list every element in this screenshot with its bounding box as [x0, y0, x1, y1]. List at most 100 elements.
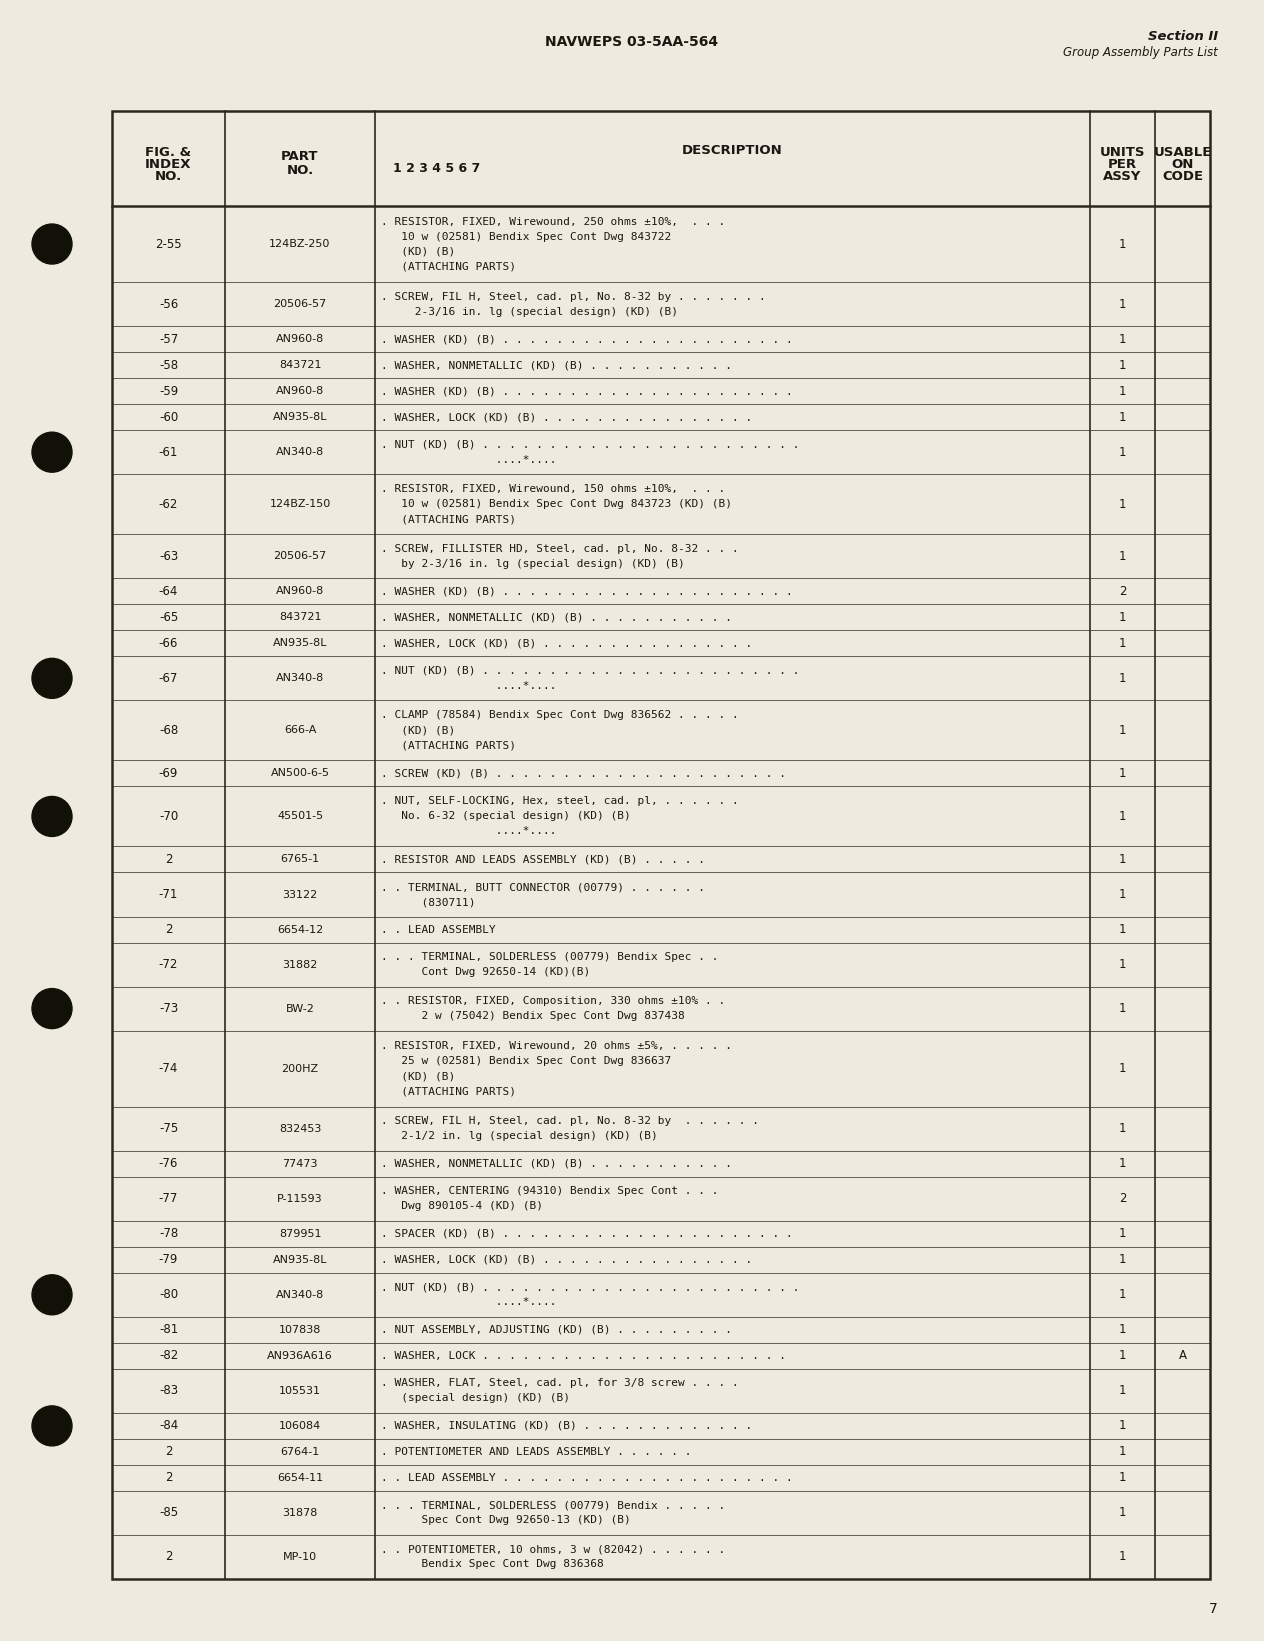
Text: -83: -83 — [159, 1385, 178, 1398]
Text: . NUT (KD) (B) . . . . . . . . . . . . . . . . . . . . . . . .: . NUT (KD) (B) . . . . . . . . . . . . .… — [380, 440, 800, 450]
Text: . . LEAD ASSEMBLY: . . LEAD ASSEMBLY — [380, 924, 495, 934]
Text: . WASHER, LOCK (KD) (B) . . . . . . . . . . . . . . . .: . WASHER, LOCK (KD) (B) . . . . . . . . … — [380, 412, 752, 422]
Text: 31882: 31882 — [282, 960, 317, 970]
Bar — [112, 112, 1210, 1579]
Text: -71: -71 — [159, 888, 178, 901]
Text: 20506-57: 20506-57 — [273, 551, 326, 561]
Text: -75: -75 — [159, 1122, 178, 1136]
Text: AN935-8L: AN935-8L — [273, 1255, 327, 1265]
Text: Bendix Spec Cont Dwg 836368: Bendix Spec Cont Dwg 836368 — [380, 1559, 604, 1569]
Text: 1: 1 — [1119, 1472, 1126, 1485]
Text: AN340-8: AN340-8 — [276, 673, 324, 683]
Text: -67: -67 — [159, 671, 178, 684]
Text: 6654-12: 6654-12 — [277, 924, 324, 934]
Text: 1: 1 — [1119, 1446, 1126, 1459]
Text: 107838: 107838 — [279, 1324, 321, 1334]
Text: . WASHER, LOCK . . . . . . . . . . . . . . . . . . . . . . .: . WASHER, LOCK . . . . . . . . . . . . .… — [380, 1351, 786, 1360]
Text: -56: -56 — [159, 297, 178, 310]
Text: . . POTENTIOMETER, 10 ohms, 3 w (82042) . . . . . .: . . POTENTIOMETER, 10 ohms, 3 w (82042) … — [380, 1544, 726, 1554]
Text: . RESISTOR, FIXED, Wirewound, 250 ohms ±10%,  . . .: . RESISTOR, FIXED, Wirewound, 250 ohms ±… — [380, 217, 726, 226]
Text: -70: -70 — [159, 811, 178, 822]
Text: 1: 1 — [1119, 238, 1126, 251]
Text: 1: 1 — [1119, 922, 1126, 935]
Text: PER: PER — [1109, 158, 1138, 171]
Text: 1: 1 — [1119, 1551, 1126, 1564]
Text: 832453: 832453 — [279, 1124, 321, 1134]
Text: A: A — [1178, 1349, 1187, 1362]
Text: -85: -85 — [159, 1506, 178, 1520]
Text: -79: -79 — [159, 1254, 178, 1267]
Text: . NUT (KD) (B) . . . . . . . . . . . . . . . . . . . . . . . .: . NUT (KD) (B) . . . . . . . . . . . . .… — [380, 1282, 800, 1293]
Text: Group Assembly Parts List: Group Assembly Parts List — [1063, 46, 1218, 59]
Text: 10 w (02581) Bendix Spec Cont Dwg 843722: 10 w (02581) Bendix Spec Cont Dwg 843722 — [380, 231, 671, 241]
Text: (KD) (B): (KD) (B) — [380, 725, 455, 735]
Text: 106084: 106084 — [279, 1421, 321, 1431]
Text: 1: 1 — [1119, 958, 1126, 971]
Text: -68: -68 — [159, 724, 178, 737]
Text: 1: 1 — [1119, 1227, 1126, 1241]
Text: 7: 7 — [1210, 1602, 1218, 1616]
Text: . RESISTOR, FIXED, Wirewound, 20 ohms ±5%, . . . . .: . RESISTOR, FIXED, Wirewound, 20 ohms ±5… — [380, 1040, 732, 1052]
Text: 843721: 843721 — [279, 359, 321, 371]
Text: . RESISTOR, FIXED, Wirewound, 150 ohms ±10%,  . . .: . RESISTOR, FIXED, Wirewound, 150 ohms ±… — [380, 484, 726, 494]
Text: 2-1/2 in. lg (special design) (KD) (B): 2-1/2 in. lg (special design) (KD) (B) — [380, 1131, 657, 1140]
Text: 105531: 105531 — [279, 1387, 321, 1396]
Text: -61: -61 — [159, 446, 178, 459]
Text: -78: -78 — [159, 1227, 178, 1241]
Text: -73: -73 — [159, 1003, 178, 1016]
Text: 1: 1 — [1119, 1385, 1126, 1398]
Text: 1: 1 — [1119, 1349, 1126, 1362]
Text: 20506-57: 20506-57 — [273, 299, 326, 309]
Text: MP-10: MP-10 — [283, 1552, 317, 1562]
Text: . . TERMINAL, BUTT CONNECTOR (00779) . . . . . .: . . TERMINAL, BUTT CONNECTOR (00779) . .… — [380, 881, 705, 893]
Text: . WASHER, LOCK (KD) (B) . . . . . . . . . . . . . . . .: . WASHER, LOCK (KD) (B) . . . . . . . . … — [380, 638, 752, 648]
Text: 2: 2 — [164, 922, 172, 935]
Text: 1: 1 — [1119, 1288, 1126, 1301]
Text: 1: 1 — [1119, 1323, 1126, 1336]
Text: AN960-8: AN960-8 — [276, 335, 324, 345]
Text: . SCREW, FILLISTER HD, Steel, cad. pl, No. 8-32 . . .: . SCREW, FILLISTER HD, Steel, cad. pl, N… — [380, 543, 738, 553]
Text: NO.: NO. — [155, 171, 182, 184]
Text: 124BZ-250: 124BZ-250 — [269, 240, 331, 249]
Text: 1: 1 — [1119, 359, 1126, 371]
Text: 1: 1 — [1119, 853, 1126, 866]
Text: 6765-1: 6765-1 — [281, 855, 320, 865]
Text: -82: -82 — [159, 1349, 178, 1362]
Text: . CLAMP (78584) Bendix Spec Cont Dwg 836562 . . . . .: . CLAMP (78584) Bendix Spec Cont Dwg 836… — [380, 711, 738, 720]
Text: 77473: 77473 — [282, 1159, 317, 1168]
Text: Cont Dwg 92650-14 (KD)(B): Cont Dwg 92650-14 (KD)(B) — [380, 967, 590, 976]
Text: 6654-11: 6654-11 — [277, 1474, 324, 1483]
Text: 2: 2 — [1119, 1193, 1126, 1204]
Text: UNITS: UNITS — [1100, 146, 1145, 159]
Circle shape — [32, 658, 72, 699]
Text: AN935-8L: AN935-8L — [273, 412, 327, 422]
Text: Dwg 890105-4 (KD) (B): Dwg 890105-4 (KD) (B) — [380, 1201, 544, 1211]
Text: 1: 1 — [1119, 1254, 1126, 1267]
Text: AN936A616: AN936A616 — [267, 1351, 332, 1360]
Text: (ATTACHING PARTS): (ATTACHING PARTS) — [380, 261, 516, 271]
Text: 1: 1 — [1119, 610, 1126, 624]
Text: 124BZ-150: 124BZ-150 — [269, 499, 331, 509]
Text: ....*....: ....*.... — [380, 1298, 556, 1308]
Text: (ATTACHING PARTS): (ATTACHING PARTS) — [380, 740, 516, 750]
Text: 666-A: 666-A — [284, 725, 316, 735]
Text: . SCREW, FIL H, Steel, cad. pl, No. 8-32 by  . . . . . .: . SCREW, FIL H, Steel, cad. pl, No. 8-32… — [380, 1116, 758, 1126]
Text: AN500-6-5: AN500-6-5 — [270, 768, 330, 778]
Text: (830711): (830711) — [380, 898, 475, 907]
Text: -60: -60 — [159, 410, 178, 423]
Text: (ATTACHING PARTS): (ATTACHING PARTS) — [380, 514, 516, 523]
Text: 2 w (75042) Bendix Spec Cont Dwg 837438: 2 w (75042) Bendix Spec Cont Dwg 837438 — [380, 1011, 685, 1021]
Text: . . LEAD ASSEMBLY . . . . . . . . . . . . . . . . . . . . . .: . . LEAD ASSEMBLY . . . . . . . . . . . … — [380, 1474, 793, 1483]
Text: 2-55: 2-55 — [155, 238, 182, 251]
Text: 1: 1 — [1119, 550, 1126, 563]
Text: -77: -77 — [159, 1193, 178, 1204]
Text: CODE: CODE — [1162, 171, 1203, 184]
Text: -74: -74 — [159, 1062, 178, 1075]
Circle shape — [32, 796, 72, 837]
Text: AN960-8: AN960-8 — [276, 386, 324, 395]
Text: . WASHER, INSULATING (KD) (B) . . . . . . . . . . . . .: . WASHER, INSULATING (KD) (B) . . . . . … — [380, 1421, 752, 1431]
Text: 1: 1 — [1119, 724, 1126, 737]
Text: . WASHER, NONMETALLIC (KD) (B) . . . . . . . . . . .: . WASHER, NONMETALLIC (KD) (B) . . . . .… — [380, 612, 732, 622]
Circle shape — [32, 1406, 72, 1446]
Text: 1: 1 — [1119, 1122, 1126, 1136]
